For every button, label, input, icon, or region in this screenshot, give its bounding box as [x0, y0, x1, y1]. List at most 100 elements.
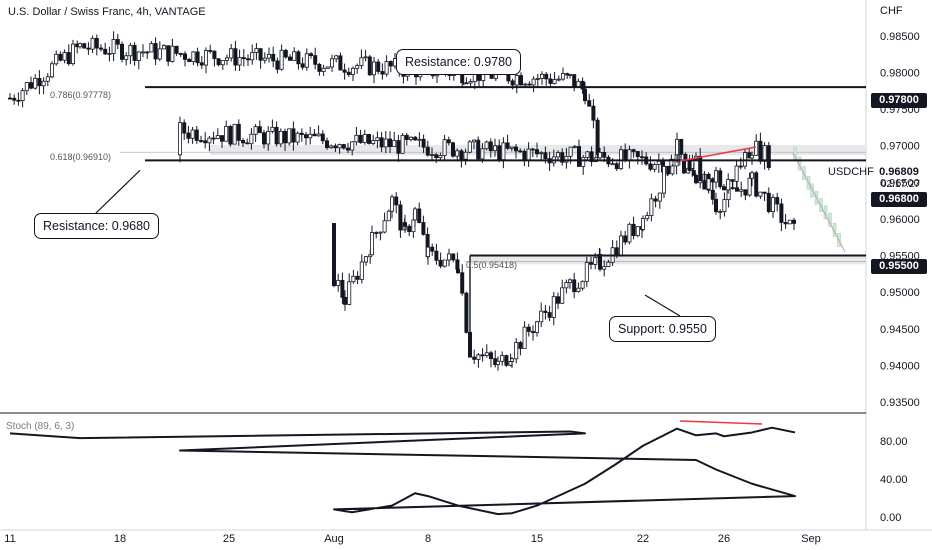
candle	[375, 137, 380, 141]
time-tick-label: 15	[531, 533, 543, 545]
candle	[182, 53, 187, 60]
price-tick-label: 0.94500	[880, 324, 920, 336]
price-tick-label: 0.98000	[880, 67, 920, 79]
candle	[190, 129, 195, 139]
candle	[539, 310, 544, 323]
candle	[291, 128, 296, 143]
candle	[366, 134, 371, 144]
candle	[295, 132, 300, 143]
projected-candle	[819, 198, 823, 212]
candle	[434, 250, 439, 261]
symbol-label: USDCHF	[828, 166, 874, 178]
candle	[762, 191, 767, 194]
candle	[369, 232, 374, 256]
stoch-tick-label: 80.00	[880, 436, 908, 448]
candle	[627, 149, 632, 161]
candle	[212, 50, 217, 60]
candle	[602, 266, 607, 270]
candle	[371, 61, 376, 76]
pointer-resistance-low	[94, 169, 141, 215]
candle	[464, 292, 469, 333]
candle	[531, 331, 536, 333]
fib-0618-label: 0.618(0.96910)	[50, 152, 112, 162]
candle	[37, 77, 42, 87]
candle	[24, 82, 29, 92]
candle	[718, 211, 723, 213]
candle	[195, 51, 200, 64]
projected-candle	[810, 183, 814, 198]
candle	[518, 342, 523, 349]
candle	[459, 150, 464, 160]
candle	[514, 146, 519, 152]
candle	[509, 358, 514, 362]
candle	[762, 145, 767, 162]
candle	[20, 90, 25, 101]
candle	[787, 219, 792, 225]
candle	[371, 140, 376, 144]
candle	[648, 163, 653, 170]
candle	[568, 279, 573, 284]
candle	[580, 80, 585, 90]
candle	[115, 39, 120, 45]
candle	[581, 157, 586, 167]
candle	[675, 138, 680, 156]
candle	[743, 189, 748, 196]
candle	[336, 279, 341, 287]
candle	[345, 147, 350, 151]
candle	[460, 272, 465, 294]
fib-0786-label: 0.786(0.97778)	[50, 90, 112, 100]
candle	[174, 45, 179, 54]
candle	[576, 287, 581, 293]
stoch-tick-label: 0.00	[880, 512, 901, 524]
countdown-timer: 02:17:27	[881, 179, 920, 190]
candle	[271, 53, 276, 62]
candle	[589, 262, 594, 265]
candle	[136, 51, 141, 61]
candle	[614, 163, 619, 170]
candle	[792, 219, 797, 224]
candle	[446, 139, 451, 144]
candle	[544, 73, 549, 80]
price-tick-label: 0.96000	[880, 214, 920, 226]
candle	[526, 148, 531, 161]
candle	[62, 52, 67, 61]
candle	[249, 133, 254, 145]
candle	[402, 222, 407, 227]
candle	[750, 172, 755, 179]
candle	[28, 82, 33, 89]
candle	[702, 180, 707, 190]
candle	[400, 134, 405, 154]
candle	[378, 231, 383, 234]
candle	[303, 134, 308, 139]
candle	[584, 262, 589, 282]
candle	[722, 186, 727, 191]
candle	[240, 139, 245, 144]
candle	[645, 215, 650, 219]
candle	[783, 222, 788, 225]
candle	[270, 126, 275, 132]
candle	[124, 55, 129, 60]
candle	[166, 45, 171, 62]
candle	[606, 261, 611, 267]
candle	[199, 62, 204, 66]
candle	[66, 52, 71, 65]
candle	[333, 145, 338, 149]
candle	[358, 134, 363, 143]
candle	[232, 123, 237, 145]
candle	[687, 160, 692, 171]
candle	[316, 133, 321, 137]
candle	[347, 281, 352, 305]
candle	[698, 180, 703, 184]
candle	[220, 60, 225, 66]
candle	[208, 49, 213, 52]
candle	[572, 74, 577, 88]
candle	[346, 71, 351, 75]
candle	[514, 75, 519, 86]
candle	[90, 37, 95, 50]
candle	[518, 150, 523, 153]
candle	[312, 133, 317, 137]
candle	[325, 66, 330, 69]
candle	[224, 57, 229, 61]
candle	[714, 170, 719, 183]
